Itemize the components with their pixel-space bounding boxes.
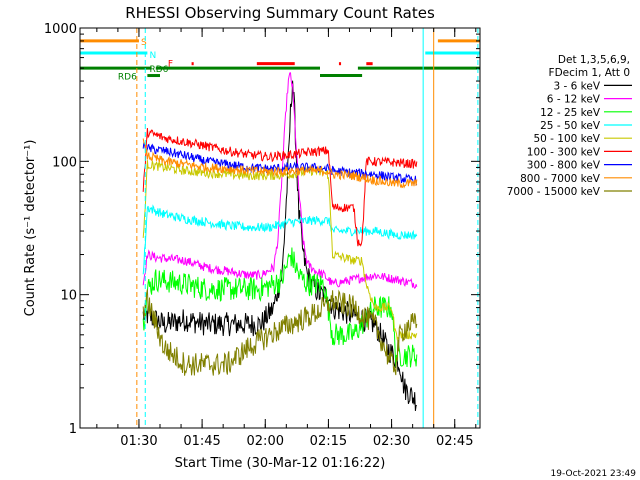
legend-label-6: 300 - 800 keV [527,160,601,172]
legend-label-8: 7000 - 15000 keV [507,186,601,198]
x-axis-label: Start Time (30-Mar-12 01:16:22) [175,456,386,471]
legend-label-5: 100 - 300 keV [527,146,601,158]
flag-label-0: S [141,38,147,48]
legend-label-3: 25 - 50 keV [540,120,601,132]
legend-header-0: Det 1,3,5,6,9, [558,54,630,66]
y-tick-label-3: 1000 [44,22,77,37]
x-tick-label-2: 02:00 [247,434,284,449]
x-tick-label-5: 02:45 [436,434,473,449]
flag-label-1: N [149,51,156,61]
y-tick-label-1: 10 [60,289,77,304]
series-line-8 [142,289,418,376]
legend-label-2: 12 - 25 keV [540,107,601,119]
x-tick-label-1: 01:45 [183,434,220,449]
series-line-1 [142,72,418,290]
x-tick-label-0: 01:30 [120,434,157,449]
series-line-2 [142,247,418,368]
legend-header-1: FDecim 1, Att 0 [549,67,630,79]
x-tick-label-3: 02:15 [310,434,347,449]
legend: Det 1,3,5,6,9,FDecim 1, Att 03 - 6 keV 6 … [507,54,632,198]
series-line-3 [142,204,418,275]
series-line-7 [142,138,418,189]
legend-label-1: 6 - 12 keV [547,94,601,106]
y-tick-label-0: 1 [69,422,77,437]
legend-label-4: 50 - 100 keV [533,133,600,145]
chart-title: RHESSI Observing Summary Count Rates [125,4,435,22]
series-line-6 [142,142,418,187]
plot-frame [79,27,481,429]
series-line-4 [142,160,418,341]
flag-label-2: F [168,60,173,70]
y-tick-label-2: 100 [52,155,77,170]
x-tick-label-4: 02:30 [373,434,410,449]
timestamp: 19-Oct-2021 23:49 [551,469,637,479]
legend-label-7: 800 - 7000 keV [520,173,601,185]
flag-label-3: RD6 [149,65,168,75]
flag-label-4: RD6 [118,73,137,83]
y-axis-label: Count Rate (s⁻¹ detector⁻¹) [23,140,38,317]
legend-label-0: 3 - 6 keV [553,80,600,92]
series-line-5 [142,127,418,247]
